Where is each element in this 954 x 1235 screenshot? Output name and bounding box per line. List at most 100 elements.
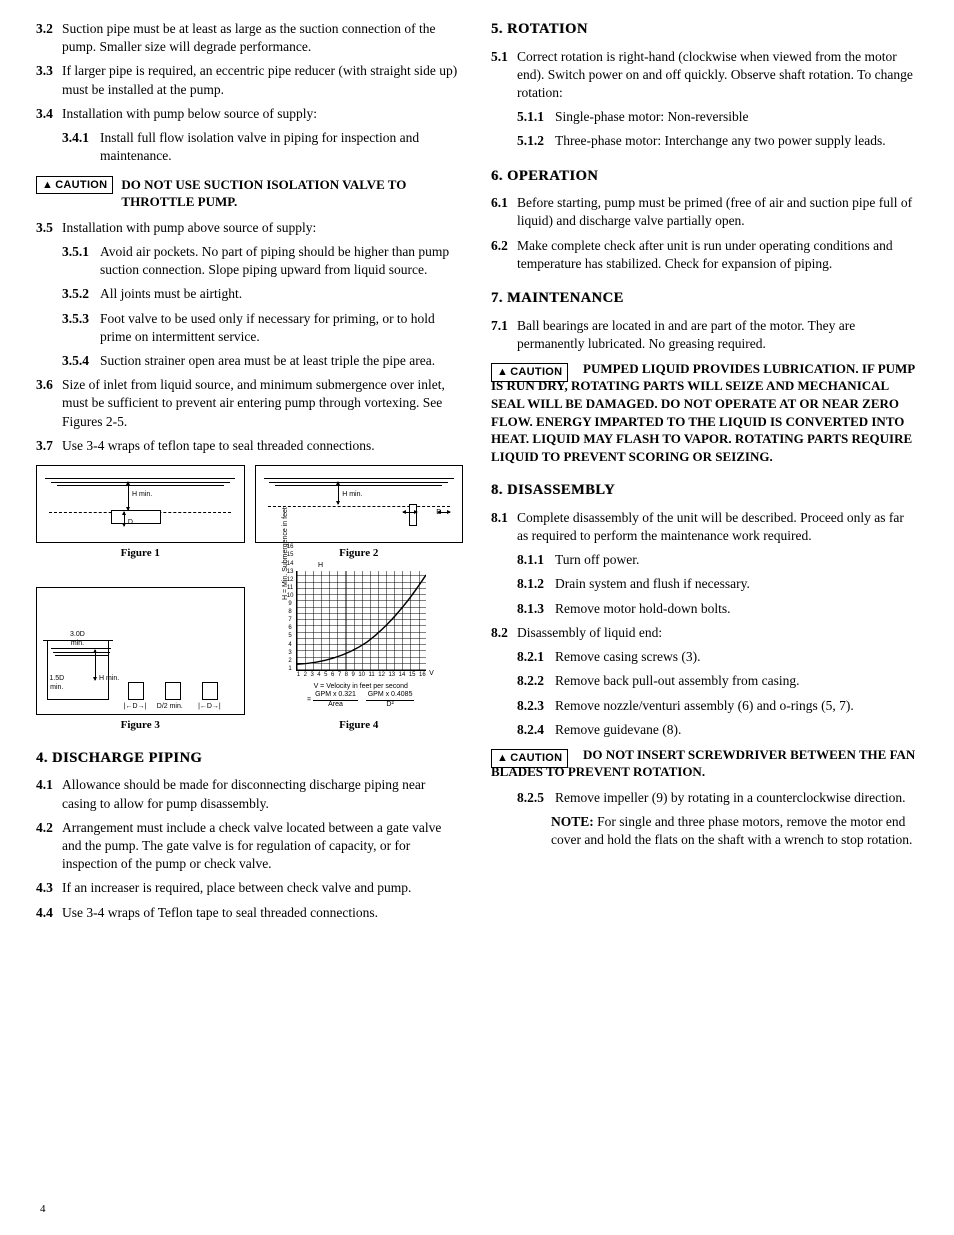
- caution-text: DO NOT USE SUCTION ISOLATION VALVE TO TH…: [121, 176, 463, 211]
- chart-v-label: V: [429, 669, 434, 678]
- item-4-1: 4.1Allowance should be made for disconne…: [36, 776, 463, 812]
- text: Disassembly of liquid end:: [517, 624, 918, 642]
- figure-1: H min. D: [36, 465, 245, 543]
- text: Before starting, pump must be primed (fr…: [517, 194, 918, 230]
- num: 3.5.4: [62, 352, 100, 370]
- page-number: 4: [40, 1202, 46, 1217]
- label-15d: 1.5D min.: [49, 674, 64, 693]
- text: Allowance should be made for disconnecti…: [62, 776, 463, 812]
- label-d: D: [128, 518, 133, 527]
- text: Remove nozzle/venturi assembly (6) and o…: [555, 697, 918, 715]
- num: 8.1.2: [517, 575, 555, 593]
- num: 8.2: [491, 624, 517, 642]
- num: 8.1.3: [517, 600, 555, 618]
- item-8-2-1: 8.2.1Remove casing screws (3).: [517, 648, 918, 666]
- caution-suction-isolation: ▲CAUTION DO NOT USE SUCTION ISOLATION VA…: [36, 176, 463, 211]
- text: Suction strainer open area must be at le…: [100, 352, 463, 370]
- text: Use 3-4 wraps of teflon tape to seal thr…: [62, 437, 463, 455]
- num: 3.5.3: [62, 310, 100, 346]
- label-hmin: H min.: [132, 490, 152, 499]
- item-8-1-1: 8.1.1Turn off power.: [517, 551, 918, 569]
- num: 8.2.4: [517, 721, 555, 739]
- item-3-2: 3.2Suction pipe must be at least as larg…: [36, 20, 463, 56]
- item-3-3: 3.3If larger pipe is required, an eccent…: [36, 62, 463, 98]
- num: 3.7: [36, 437, 62, 455]
- text: Use 3-4 wraps of Teflon tape to seal thr…: [62, 904, 463, 922]
- item-3-5-3: 3.5.3Foot valve to be used only if neces…: [62, 310, 463, 346]
- text: Remove casing screws (3).: [555, 648, 918, 666]
- section-7-header: 7. MAINTENANCE: [491, 289, 918, 309]
- item-7-1: 7.1Ball bearings are located in and are …: [491, 317, 918, 353]
- num: 3.4.1: [62, 129, 100, 165]
- num: 3.5.2: [62, 285, 100, 303]
- caution-label: CAUTION: [510, 366, 562, 378]
- item-3-5-1: 3.5.1Avoid air pockets. No part of pipin…: [62, 243, 463, 279]
- item-8-1-3: 8.1.3Remove motor hold-down bolts.: [517, 600, 918, 618]
- text: Complete disassembly of the unit will be…: [517, 509, 918, 545]
- figure-4: H H = Min. Submergence in feet 123456789…: [255, 565, 464, 715]
- text: Suction pipe must be at least as large a…: [62, 20, 463, 56]
- item-8-2-2: 8.2.2Remove back pull-out assembly from …: [517, 672, 918, 690]
- item-4-3: 4.3If an increaser is required, place be…: [36, 879, 463, 897]
- num: 3.5: [36, 219, 62, 237]
- figure-3: 3.0D min. 1.5D min. H min. |←D→| D/2 min…: [36, 587, 245, 715]
- item-3-5-2: 3.5.2All joints must be airtight.: [62, 285, 463, 303]
- item-8-2: 8.2Disassembly of liquid end:: [491, 624, 918, 642]
- item-8-2-4: 8.2.4Remove guidevane (8).: [517, 721, 918, 739]
- submergence-chart: H = Min. Submergence in feet 12345678910…: [296, 571, 426, 671]
- warning-icon: ▲: [42, 178, 53, 193]
- num: 7.1: [491, 317, 517, 353]
- num: 8.2.5: [517, 789, 555, 807]
- label-d: |←D→|: [124, 702, 147, 711]
- item-6-2: 6.2Make complete check after unit is run…: [491, 237, 918, 273]
- caution-badge: ▲CAUTION: [36, 176, 113, 195]
- text: Remove back pull-out assembly from casin…: [555, 672, 918, 690]
- item-8-1-2: 8.1.2Drain system and flush if necessary…: [517, 575, 918, 593]
- num: 3.4: [36, 105, 62, 123]
- item-5-1-2: 5.1.2Three-phase motor: Interchange any …: [517, 132, 918, 150]
- section-4-header: 4. DISCHARGE PIPING: [36, 749, 463, 769]
- text: If an increaser is required, place betwe…: [62, 879, 463, 897]
- text: Remove guidevane (8).: [555, 721, 918, 739]
- text: Foot valve to be used only if necessary …: [100, 310, 463, 346]
- item-5-1-1: 5.1.1Single-phase motor: Non-reversible: [517, 108, 918, 126]
- label-d: |←D→|: [198, 702, 221, 711]
- num: 5.1.1: [517, 108, 555, 126]
- label-hmin: H min.: [342, 490, 362, 499]
- item-3-4: 3.4Installation with pump below source o…: [36, 105, 463, 123]
- item-3-7: 3.7Use 3-4 wraps of teflon tape to seal …: [36, 437, 463, 455]
- item-3-5: 3.5Installation with pump above source o…: [36, 219, 463, 237]
- num: 6.1: [491, 194, 517, 230]
- section-5-header: 5. ROTATION: [491, 20, 918, 40]
- text: If larger pipe is required, an eccentric…: [62, 62, 463, 98]
- text: Avoid air pockets. No part of piping sho…: [100, 243, 463, 279]
- chart-xticks: 12345678910111213141516: [297, 671, 426, 679]
- text: Single-phase motor: Non-reversible: [555, 108, 918, 126]
- num: 3.6: [36, 376, 62, 431]
- figure-3-caption: Figure 3: [36, 718, 245, 733]
- caution-label: CAUTION: [55, 179, 107, 191]
- text: Install full flow isolation valve in pip…: [100, 129, 463, 165]
- text: All joints must be airtight.: [100, 285, 463, 303]
- item-3-6: 3.6Size of inlet from liquid source, and…: [36, 376, 463, 431]
- num: 8.2.3: [517, 697, 555, 715]
- num: 6.2: [491, 237, 517, 273]
- num: 3.2: [36, 20, 62, 56]
- chart-h-label: H: [318, 561, 323, 570]
- section-8-header: 8. DISASSEMBLY: [491, 481, 918, 501]
- item-8-2-3: 8.2.3Remove nozzle/venturi assembly (6) …: [517, 697, 918, 715]
- chart-formula: V = Velocity in feet per second = GPM x …: [263, 683, 460, 709]
- text: Remove motor hold-down bolts.: [555, 600, 918, 618]
- item-8-1: 8.1Complete disassembly of the unit will…: [491, 509, 918, 545]
- num: 8.1: [491, 509, 517, 545]
- note-block: NOTE: For single and three phase motors,…: [551, 813, 918, 849]
- chart-yticks: 12345678910111213141516: [287, 568, 294, 673]
- num: 8.1.1: [517, 551, 555, 569]
- num: 8.2.1: [517, 648, 555, 666]
- note-label: NOTE:: [551, 814, 594, 829]
- num: 5.1.2: [517, 132, 555, 150]
- caution-label: CAUTION: [510, 752, 562, 764]
- num: 3.5.1: [62, 243, 100, 279]
- text: Arrangement must include a check valve l…: [62, 819, 463, 874]
- label-30d: 3.0D min.: [70, 630, 85, 649]
